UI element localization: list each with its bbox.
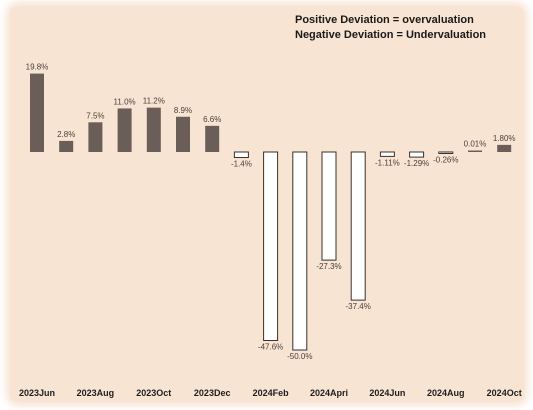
bars-layer [30,73,512,351]
value-label-2024Oct: 1.80% [493,134,516,143]
value-label-2024Mar: -50.0% [287,352,312,361]
value-label-2024Jun: -1.11% [375,158,400,167]
value-labels-layer: 19.8% 2.8% 7.5% 11.0% 11.2% 8.9% 6.6% -1.4% -47.… [26,63,516,361]
bar-2023Dec [205,125,220,152]
tick-label-2024Aug: 2024Aug [427,388,465,398]
negative-deviation-note: Negative Deviation = Undervaluation [295,29,487,41]
value-label-2023Jun: 19.8% [26,63,49,72]
value-label-2023Sep: 11.0% [114,97,136,106]
value-label-2023Nov: 8.9% [174,106,192,115]
value-label-2023Oct: 11.2% [143,97,165,106]
bar-2024Jul [409,151,425,158]
bar-2023Jul [59,140,74,152]
bar-2024Oct [497,144,512,152]
bar-2024Jun [379,151,395,157]
bar-2023Jun [30,73,44,152]
x-axis-tick-labels: 2023Jun 2023Aug 2023Oct 2023Dec 2024Feb 2024A… [19,388,522,398]
value-label-2023Aug: 7.5% [86,111,104,120]
tick-label-2023Jun: 2023Jun [19,388,55,398]
tick-label-2024Jun: 2024Jun [369,388,405,398]
value-label-2024Apr: -27.3% [316,262,341,271]
tick-label-2024Apri: 2024Apri [310,388,348,398]
value-label-2023Jul: 2.8% [57,130,75,139]
bar-2023Oct [146,107,161,152]
value-label-2023Dec: 6.6% [203,115,221,124]
bar-2024Aug [438,151,454,154]
value-label-2024May: -37.4% [346,302,371,311]
bar-2024Mar [292,151,308,351]
tick-label-2023Aug: 2023Aug [77,388,115,398]
positive-deviation-note: Positive Deviation = overvaluation [295,14,474,26]
bar-2023Aug [88,122,103,152]
tick-label-2023Dec: 2023Dec [194,388,231,398]
bar-2023Nov [176,116,190,152]
value-label-2024Jan: -1.4% [231,160,252,169]
bar-2024Apr [321,151,337,261]
value-label-2024Jul: -1.29% [404,159,429,168]
value-label-2024Sep: 0.01% [464,140,487,149]
bar-2023Sep [117,108,132,152]
bar-2024Sep [468,150,482,152]
tick-label-2023Oct: 2023Oct [136,388,171,398]
value-label-2024Aug: -0.26% [433,156,458,165]
value-label-2024Feb: -47.6% [258,342,283,351]
bar-2024Feb [263,151,279,341]
bar-2024May [350,151,366,301]
tick-label-2024Oct: 2024Oct [487,388,522,398]
tick-label-2024Feb: 2024Feb [253,388,290,398]
bar-2024Jan [233,151,249,159]
